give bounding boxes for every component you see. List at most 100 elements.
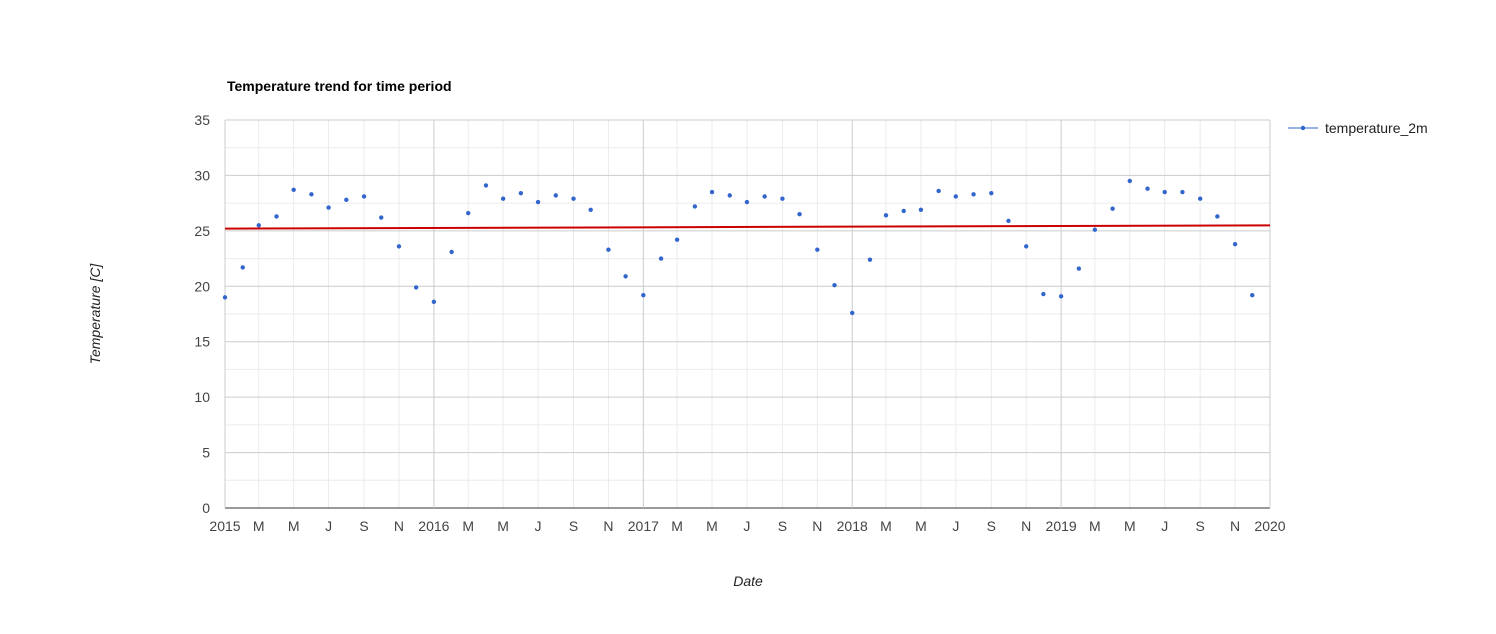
data-point[interactable] — [936, 188, 941, 194]
data-point[interactable] — [571, 196, 576, 201]
chart-title: Temperature trend for time period — [227, 78, 452, 94]
x-tick-label: M — [462, 518, 474, 534]
x-tick-label: S — [987, 518, 996, 534]
data-point[interactable] — [883, 213, 889, 218]
x-tick-label: 2020 — [1254, 518, 1285, 534]
x-tick-label: 2017 — [628, 518, 659, 534]
data-point[interactable] — [674, 237, 680, 242]
data-point[interactable] — [344, 197, 349, 203]
x-axis-ticks: 2015 M M J S N 2016 M M J S N 2017 M M J S N 2018 M M J S N 2019… — [209, 518, 1285, 534]
data-point[interactable] — [797, 212, 802, 217]
data-point[interactable] — [291, 187, 296, 193]
data-point[interactable] — [832, 282, 837, 288]
x-tick-label: M — [880, 518, 892, 534]
data-point[interactable] — [240, 265, 245, 270]
x-tick-label: 2015 — [209, 518, 240, 534]
minor-gridlines — [225, 120, 1270, 508]
x-tick-label: N — [1021, 518, 1031, 534]
data-point[interactable] — [744, 199, 750, 205]
x-tick-label: M — [915, 518, 927, 534]
data-point[interactable] — [692, 204, 698, 209]
data-point[interactable] — [466, 210, 471, 216]
data-point[interactable] — [953, 194, 959, 199]
data-point[interactable] — [326, 205, 331, 210]
x-tick-label: M — [1124, 518, 1136, 534]
data-point[interactable] — [588, 207, 593, 212]
data-point[interactable] — [535, 199, 541, 205]
x-tick-label: N — [394, 518, 404, 534]
x-tick-label: J — [743, 518, 750, 534]
data-point[interactable] — [1127, 178, 1132, 184]
data-point[interactable] — [1076, 266, 1082, 271]
y-tick-label: 0 — [202, 500, 210, 516]
data-point[interactable] — [1110, 206, 1115, 211]
data-point[interactable] — [553, 193, 558, 198]
data-point[interactable] — [1024, 244, 1029, 249]
x-tick-label: M — [288, 518, 300, 534]
data-point[interactable] — [867, 257, 873, 262]
data-point[interactable] — [1041, 291, 1046, 297]
data-point[interactable] — [431, 299, 437, 305]
x-tick-label: 2016 — [418, 518, 449, 534]
data-point[interactable] — [762, 194, 767, 199]
x-tick-label: 2018 — [837, 518, 868, 534]
data-point[interactable] — [1215, 214, 1220, 219]
data-point[interactable] — [780, 196, 785, 201]
x-tick-label: J — [535, 518, 542, 534]
x-tick-label: N — [603, 518, 613, 534]
data-point[interactable] — [500, 196, 506, 201]
data-point[interactable] — [396, 244, 402, 249]
data-point[interactable] — [989, 190, 994, 196]
data-point[interactable] — [1232, 241, 1238, 247]
data-point[interactable] — [1145, 186, 1150, 191]
data-point[interactable] — [518, 190, 524, 196]
data-point[interactable] — [606, 247, 611, 252]
data-point[interactable] — [256, 223, 261, 228]
x-tick-label: S — [359, 518, 368, 534]
data-point[interactable] — [971, 192, 976, 197]
data-point[interactable] — [483, 183, 489, 188]
trendline — [224, 224, 1271, 230]
x-tick-label: M — [671, 518, 683, 534]
data-point[interactable] — [274, 214, 279, 219]
x-tick-label: J — [1161, 518, 1168, 534]
data-point[interactable] — [1092, 227, 1098, 232]
x-tick-label: M — [497, 518, 509, 534]
x-tick-label: S — [778, 518, 787, 534]
x-tick-label: N — [1230, 518, 1240, 534]
data-point[interactable] — [658, 256, 664, 261]
y-tick-label: 10 — [194, 389, 210, 405]
data-point[interactable] — [1058, 294, 1064, 299]
y-tick-label: 35 — [194, 112, 210, 128]
data-point[interactable] — [901, 208, 906, 214]
x-axis-label: Date — [733, 573, 763, 589]
data-point[interactable] — [449, 249, 454, 255]
data-point[interactable] — [1006, 218, 1011, 224]
legend-entry-temperature-2m: temperature_2m — [1325, 120, 1428, 136]
data-point[interactable] — [379, 215, 384, 220]
data-point[interactable] — [1197, 196, 1203, 201]
data-point[interactable] — [361, 194, 367, 199]
data-point[interactable] — [413, 285, 419, 290]
y-axis-label: Temperature [C] — [87, 263, 103, 365]
x-tick-label: 2019 — [1046, 518, 1077, 534]
data-point[interactable] — [727, 193, 732, 198]
data-point[interactable] — [222, 295, 228, 300]
x-tick-label: J — [952, 518, 959, 534]
legend-marker-icon — [1300, 125, 1306, 131]
data-points — [222, 178, 1255, 316]
data-point[interactable] — [918, 207, 924, 212]
data-point[interactable] — [1162, 189, 1167, 195]
x-tick-label: M — [1089, 518, 1101, 534]
data-point[interactable] — [815, 247, 820, 252]
y-tick-label: 25 — [194, 223, 210, 239]
data-point[interactable] — [623, 274, 628, 279]
legend[interactable]: temperature_2m — [1288, 120, 1428, 136]
data-point[interactable] — [1250, 292, 1255, 298]
data-point[interactable] — [1180, 189, 1185, 195]
data-point[interactable] — [309, 192, 314, 197]
data-point[interactable] — [641, 292, 646, 298]
data-point[interactable] — [850, 310, 855, 316]
data-point[interactable] — [709, 189, 715, 195]
